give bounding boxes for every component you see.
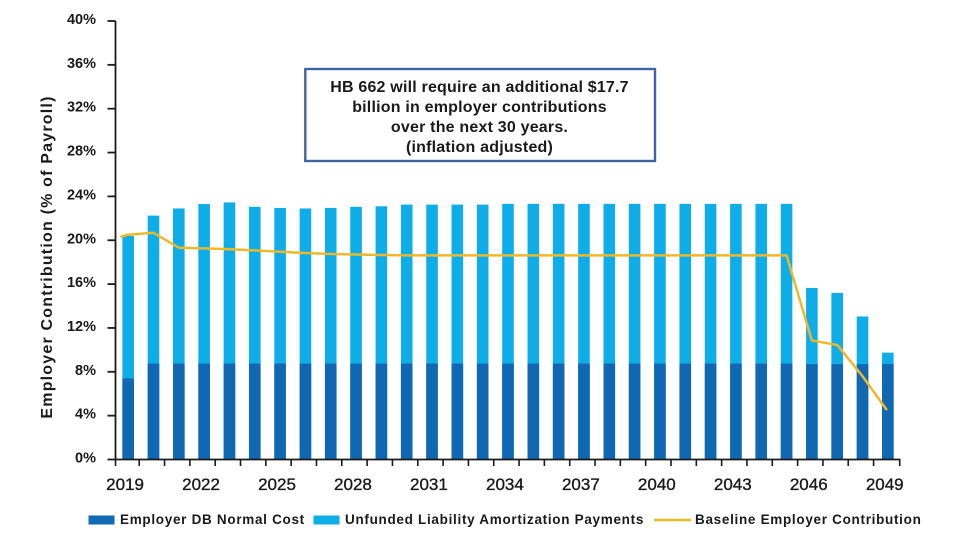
- svg-text:Baseline Employer Contribution: Baseline Employer Contribution: [695, 512, 922, 527]
- svg-text:2037: 2037: [562, 475, 600, 494]
- svg-text:32%: 32%: [67, 100, 96, 116]
- svg-text:16%: 16%: [67, 275, 96, 291]
- svg-text:Unfunded Liability Amortizatio: Unfunded Liability Amortization Payments: [345, 512, 644, 527]
- svg-text:2034: 2034: [486, 475, 524, 494]
- svg-text:28%: 28%: [67, 144, 96, 160]
- svg-text:2043: 2043: [714, 475, 752, 494]
- svg-text:Employer DB Normal Cost: Employer DB Normal Cost: [120, 512, 305, 527]
- svg-text:12%: 12%: [67, 319, 96, 335]
- svg-text:billion in employer contributi: billion in employer contributions: [352, 99, 607, 116]
- svg-text:36%: 36%: [67, 56, 96, 72]
- svg-text:2025: 2025: [258, 475, 296, 494]
- svg-text:2040: 2040: [638, 475, 676, 494]
- svg-text:HB 662 will require an additio: HB 662 will require an additional $17.7: [330, 79, 629, 96]
- svg-text:2022: 2022: [182, 475, 220, 494]
- svg-text:2028: 2028: [334, 475, 372, 494]
- svg-text:2019: 2019: [106, 475, 144, 494]
- svg-text:40%: 40%: [67, 12, 96, 28]
- svg-text:Employer Contribution (% of Pa: Employer Contribution (% of Payroll): [39, 95, 56, 418]
- svg-text:20%: 20%: [67, 231, 96, 247]
- svg-text:(inflation adjusted): (inflation adjusted): [406, 139, 553, 156]
- svg-text:8%: 8%: [75, 363, 96, 379]
- svg-text:24%: 24%: [67, 187, 96, 203]
- svg-text:over the next 30 years.: over the next 30 years.: [391, 119, 568, 136]
- svg-text:2046: 2046: [790, 475, 828, 494]
- svg-text:2049: 2049: [866, 475, 904, 494]
- svg-text:2031: 2031: [410, 475, 448, 494]
- svg-text:0%: 0%: [75, 451, 96, 467]
- svg-text:4%: 4%: [75, 407, 96, 423]
